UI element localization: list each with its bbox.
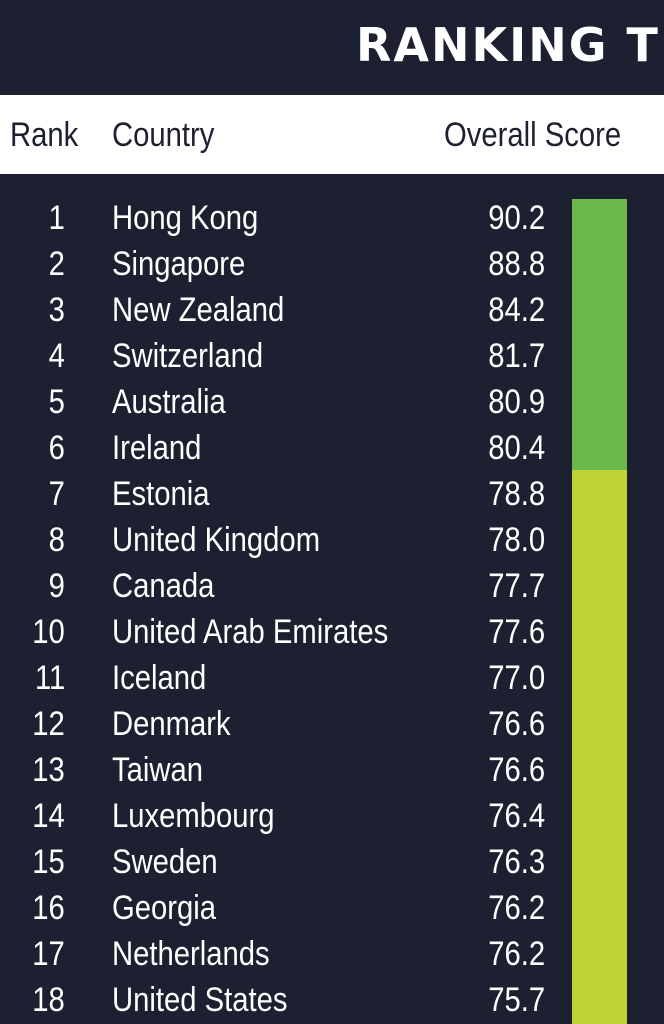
country-cell: Luxembourg: [112, 797, 275, 835]
country-cell: Denmark: [112, 705, 231, 743]
country-cell: Taiwan: [112, 751, 204, 789]
score-cell: 77.0: [488, 659, 545, 697]
score-cell: 76.6: [488, 751, 545, 789]
country-cell: Hong Kong: [112, 199, 259, 237]
table-row: 13 Taiwan 76.6: [0, 747, 570, 793]
country-cell: New Zealand: [112, 291, 285, 329]
column-header-rank: Rank: [10, 116, 79, 154]
score-cell: 76.4: [488, 797, 545, 835]
score-cell: 81.7: [488, 337, 545, 375]
table-row: 8 United Kingdom 78.0: [0, 517, 570, 563]
rank-cell: 7: [48, 475, 65, 513]
table-row: 12 Denmark 76.6: [0, 701, 570, 747]
rank-cell: 9: [48, 567, 65, 605]
score-cell: 76.2: [488, 889, 545, 927]
rank-cell: 1: [48, 199, 65, 237]
score-cell: 84.2: [488, 291, 545, 329]
rank-cell: 4: [48, 337, 65, 375]
table-row: 1 Hong Kong 90.2: [0, 195, 570, 241]
rank-cell: 18: [32, 981, 65, 1019]
rank-cell: 10: [32, 613, 65, 651]
score-cell: 76.6: [488, 705, 545, 743]
rank-cell: 11: [34, 659, 65, 697]
table-row: 6 Ireland 80.4: [0, 425, 570, 471]
table-row: 15 Sweden 76.3: [0, 839, 570, 885]
rank-cell: 16: [32, 889, 65, 927]
score-cell: 76.3: [488, 843, 545, 881]
table-row: 16 Georgia 76.2: [0, 885, 570, 931]
score-cell: 80.4: [488, 429, 545, 467]
country-cell: Georgia: [112, 889, 217, 927]
rank-cell: 17: [32, 935, 65, 973]
table-row: 17 Netherlands 76.2: [0, 931, 570, 977]
country-cell: United Arab Emirates: [112, 613, 389, 651]
country-cell: Switzerland: [112, 337, 264, 375]
column-header-score: Overall Score: [444, 116, 622, 154]
score-cell: 77.6: [488, 613, 545, 651]
table-row: 7 Estonia 78.8: [0, 471, 570, 517]
country-cell: Iceland: [112, 659, 207, 697]
rank-cell: 12: [32, 705, 65, 743]
country-cell: United Kingdom: [112, 521, 321, 559]
rank-cell: 3: [48, 291, 65, 329]
score-cell: 88.8: [488, 245, 545, 283]
country-cell: Canada: [112, 567, 215, 605]
country-cell: Netherlands: [112, 935, 270, 973]
rank-cell: 8: [48, 521, 65, 559]
country-cell: Australia: [112, 383, 226, 421]
table-row: 18 United States 75.7: [0, 977, 570, 1023]
rank-cell: 2: [48, 245, 65, 283]
score-cell: 77.7: [488, 567, 545, 605]
country-cell: Sweden: [112, 843, 218, 881]
table-row: 5 Australia 80.9: [0, 379, 570, 425]
table-row: 4 Switzerland 81.7: [0, 333, 570, 379]
country-cell: Ireland: [112, 429, 202, 467]
title-bar: RANKING T: [0, 0, 664, 95]
ranking-table: 1 Hong Kong 90.2 2 Singapore 88.8 3 New Zealand…: [0, 174, 664, 1024]
score-cell: 78.0: [488, 521, 545, 559]
score-cell: 90.2: [488, 199, 545, 237]
table-row: 10 United Arab Emirates 77.6: [0, 609, 570, 655]
rank-cell: 13: [32, 751, 65, 789]
country-cell: Estonia: [112, 475, 210, 513]
rank-cell: 5: [48, 383, 65, 421]
table-row: 11 Iceland 77.0: [0, 655, 570, 701]
table-row: 3 New Zealand 84.2: [0, 287, 570, 333]
column-header-country: Country: [112, 116, 215, 154]
rank-cell: 14: [32, 797, 65, 835]
score-band-1: [572, 199, 627, 470]
score-cell: 78.8: [488, 475, 545, 513]
score-cell: 76.2: [488, 935, 545, 973]
page-title: RANKING T: [356, 18, 660, 72]
country-cell: Singapore: [112, 245, 246, 283]
table-row: 14 Luxembourg 76.4: [0, 793, 570, 839]
table-header: Rank Country Overall Score: [0, 95, 664, 174]
table-row: 2 Singapore 88.8: [0, 241, 570, 287]
score-cell: 75.7: [488, 981, 545, 1019]
table-row: 9 Canada 77.7: [0, 563, 570, 609]
rank-cell: 15: [32, 843, 65, 881]
score-band-2: [572, 470, 627, 1024]
rank-cell: 6: [48, 429, 65, 467]
country-cell: United States: [112, 981, 288, 1019]
score-cell: 80.9: [488, 383, 545, 421]
